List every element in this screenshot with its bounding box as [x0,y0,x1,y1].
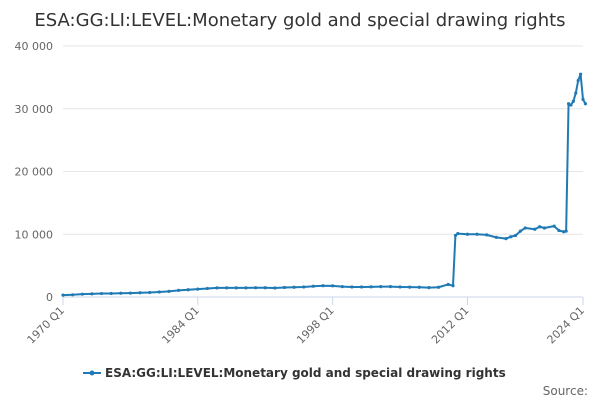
data-point[interactable] [436,285,441,289]
data-point[interactable] [359,285,364,289]
legend-marker [89,370,95,376]
data-point[interactable] [509,235,513,239]
data-point[interactable] [578,72,583,76]
data-point[interactable] [311,284,315,288]
y-tick-label: 30 000 [15,103,54,116]
data-point[interactable] [253,286,258,290]
data-point[interactable] [513,233,518,238]
data-point[interactable] [562,230,566,234]
y-tick-label: 10 000 [15,228,54,241]
data-point[interactable] [234,286,238,290]
data-point[interactable] [379,285,383,289]
data-point[interactable] [186,288,190,292]
data-point[interactable] [302,285,306,289]
data-point[interactable] [564,229,568,233]
data-point[interactable] [451,284,455,288]
data-point[interactable] [504,237,508,241]
data-point[interactable] [465,232,470,236]
data-point[interactable] [176,288,181,293]
legend-label: ESA:GG:LI:LEVEL:Monetary gold and specia… [105,366,506,380]
y-tick-label: 20 000 [15,166,54,179]
data-point[interactable] [148,290,152,295]
data-point[interactable] [569,103,573,107]
data-point[interactable] [417,285,421,289]
x-axis: 1970 Q1 1984 Q1 1998 Q1 2012 Q1 2024 Q1 [25,296,588,347]
data-point[interactable] [99,291,104,296]
data-point[interactable] [453,233,458,238]
y-tick-label: 0 [46,291,53,304]
y-tick-label: 40 000 [15,40,54,53]
data-point[interactable] [340,285,344,289]
data-point[interactable] [542,226,547,230]
grid-lines [63,45,583,298]
data-point[interactable] [157,290,161,294]
data-point[interactable] [574,91,578,95]
x-tick-label: 1998 Q1 [294,304,337,347]
data-point[interactable] [475,232,479,236]
data-point[interactable] [485,233,489,237]
data-point[interactable] [576,78,580,83]
data-point[interactable] [533,227,537,231]
data-point[interactable] [552,224,556,228]
x-tick-label: 2024 Q1 [545,304,588,347]
data-point[interactable] [90,292,94,296]
data-point[interactable] [128,291,133,295]
data-point[interactable] [273,286,277,290]
data-point[interactable] [225,286,229,290]
data-point[interactable] [557,228,561,233]
data-point[interactable] [119,291,123,295]
data-point[interactable] [244,286,248,290]
data-point[interactable] [456,232,460,236]
data-point[interactable] [566,102,571,106]
data-point[interactable] [109,291,113,296]
data-point[interactable] [331,284,335,288]
data-point[interactable] [398,285,402,289]
data-point[interactable] [215,286,219,290]
data-point[interactable] [167,289,171,293]
data-point[interactable] [581,97,585,101]
data-point[interactable] [427,285,431,290]
data-point[interactable] [71,293,75,297]
data-point[interactable] [571,99,575,103]
data-point[interactable] [538,225,542,229]
y-axis: 0 10 000 20 000 30 000 40 000 [15,40,54,304]
x-tick-label: 1970 Q1 [25,304,68,347]
data-point[interactable] [321,284,325,288]
x-tick-label: 2012 Q1 [429,304,472,347]
data-point[interactable] [408,285,412,289]
data-point[interactable] [494,235,498,239]
data-point[interactable] [61,293,65,297]
data-point[interactable] [583,102,588,106]
data-point[interactable] [205,286,210,291]
series-line [62,73,587,297]
data-point[interactable] [282,285,287,290]
data-point[interactable] [350,285,354,289]
data-point[interactable] [518,229,523,233]
data-point[interactable] [138,291,142,295]
legend[interactable]: ESA:GG:LI:LEVEL:Monetary gold and specia… [83,366,506,380]
x-tick-label: 1984 Q1 [159,304,202,347]
data-point[interactable] [388,285,393,289]
data-point[interactable] [263,286,267,290]
plot-area [61,72,588,297]
chart-title: ESA:GG:LI:LEVEL:Monetary gold and specia… [34,10,565,31]
data-point[interactable] [446,282,450,287]
data-point[interactable] [292,285,296,289]
data-point[interactable] [523,226,527,230]
data-point[interactable] [369,285,373,289]
data-point[interactable] [80,292,84,296]
data-point[interactable] [196,287,200,291]
source-label: Source: [543,384,588,398]
